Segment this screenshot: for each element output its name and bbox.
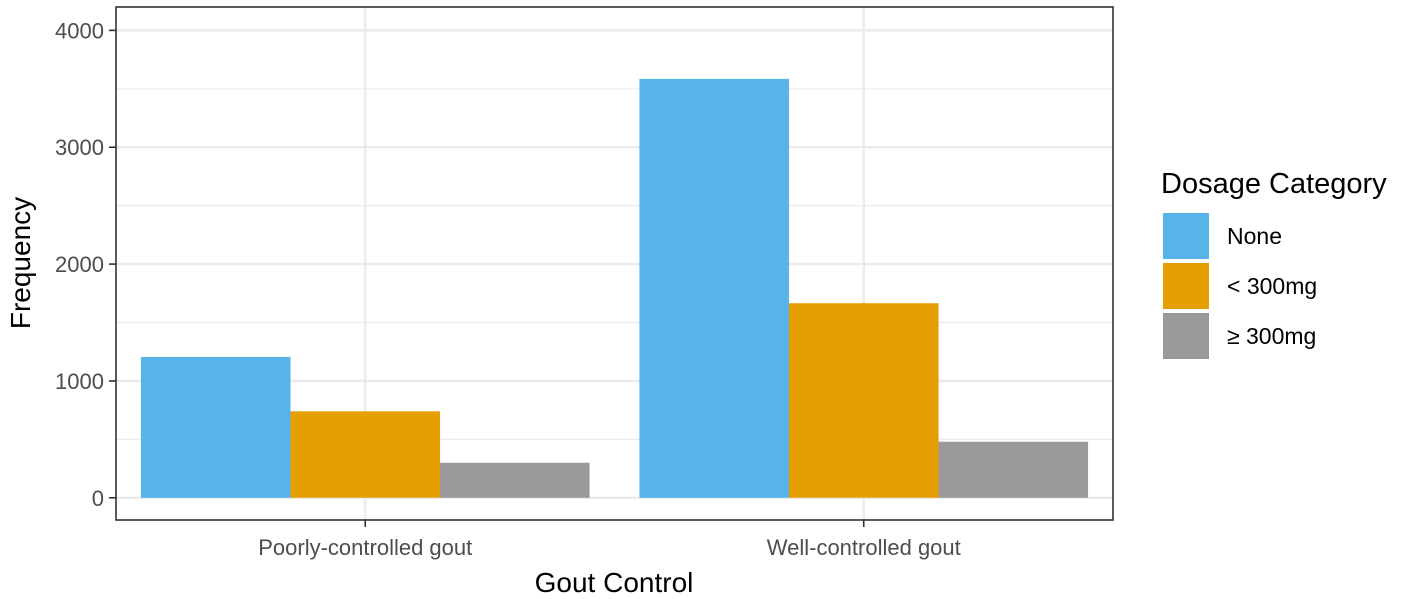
y-tick-label: 4000 xyxy=(55,18,104,43)
y-tick-label: 2000 xyxy=(55,252,104,277)
x-axis-title: Gout Control xyxy=(535,567,694,598)
legend-label: < 300mg xyxy=(1227,273,1317,299)
legend-key xyxy=(1163,213,1209,259)
bar xyxy=(788,303,939,498)
bar xyxy=(290,411,441,498)
bar xyxy=(639,78,789,498)
y-tick-label: 0 xyxy=(92,486,104,511)
y-axis: 0 1000 2000 3000 4000 xyxy=(55,18,116,511)
bar xyxy=(140,356,291,498)
y-axis-title: Frequency xyxy=(5,197,36,329)
legend-key xyxy=(1163,263,1209,309)
legend-label: None xyxy=(1227,223,1282,249)
x-tick-label: Poorly-controlled gout xyxy=(258,535,472,560)
legend: Dosage Category None < 300mg ≥ 300mg xyxy=(1161,168,1387,359)
x-tick-label: Well-controlled gout xyxy=(767,535,961,560)
x-axis: Poorly-controlled gout Well-controlled go… xyxy=(258,520,961,560)
legend-label: ≥ 300mg xyxy=(1227,323,1316,349)
y-tick-label: 1000 xyxy=(55,369,104,394)
bar xyxy=(440,462,590,498)
y-tick-label: 3000 xyxy=(55,135,104,160)
legend-key xyxy=(1163,313,1209,359)
bars xyxy=(140,78,1089,498)
legend-title: Dosage Category xyxy=(1161,168,1387,200)
bar xyxy=(938,441,1089,498)
